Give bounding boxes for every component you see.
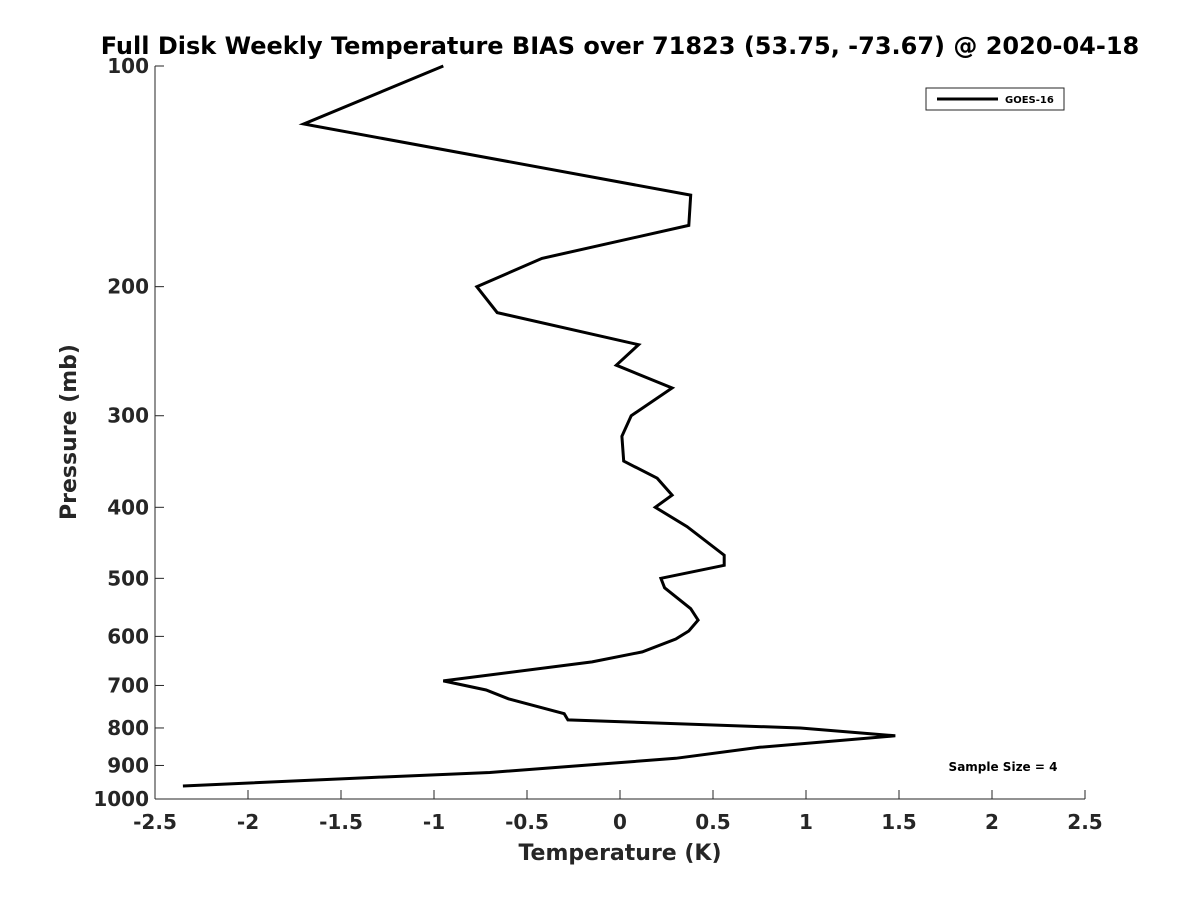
x-tick-label: 1 (799, 810, 813, 834)
y-tick-label: 300 (107, 404, 149, 428)
x-axis-label: Temperature (K) (518, 841, 721, 866)
y-tick-label: 200 (107, 275, 149, 299)
x-tick-label: -2.5 (133, 810, 177, 834)
plot-axes (154, 66, 1085, 800)
y-tick-label: 400 (107, 495, 149, 519)
x-tick-label: -1 (423, 810, 445, 834)
series-line-goes-16 (182, 64, 896, 788)
x-tick-label: -1.5 (319, 810, 363, 834)
legend: GOES-16 (925, 87, 1065, 111)
x-tick-label: 0.5 (695, 810, 730, 834)
x-tick-label: 1.5 (881, 810, 916, 834)
x-tick-label: 2.5 (1067, 810, 1102, 834)
y-tick-label: 900 (107, 753, 149, 777)
x-tick-label: -2 (237, 810, 259, 834)
y-tick-label: 800 (107, 716, 149, 740)
sample-size-annotation: Sample Size = 4 (949, 760, 1058, 774)
plot-area (155, 66, 1085, 799)
y-ticks: 100 200 300 400 500 600 700 800 900 1000 (93, 54, 164, 811)
y-tick-label: 700 (107, 673, 149, 697)
y-axis-label: Pressure (mb) (57, 344, 82, 520)
x-ticks: -2.5 -2 -1.5 -1 -0.5 0 0.5 1 1.5 2 2.5 (133, 790, 1103, 834)
chart-title: Full Disk Weekly Temperature BIAS over 7… (101, 32, 1140, 60)
x-tick-label: 2 (985, 810, 999, 834)
y-tick-label: 1000 (93, 787, 149, 811)
x-tick-label: 0 (613, 810, 627, 834)
series-layer (182, 64, 896, 788)
legend-entry-goes-16: GOES-16 (1005, 95, 1054, 106)
y-tick-label: 500 (107, 566, 149, 590)
y-tick-label: 600 (107, 624, 149, 648)
x-tick-label: -0.5 (505, 810, 549, 834)
y-tick-label: 100 (107, 54, 149, 78)
